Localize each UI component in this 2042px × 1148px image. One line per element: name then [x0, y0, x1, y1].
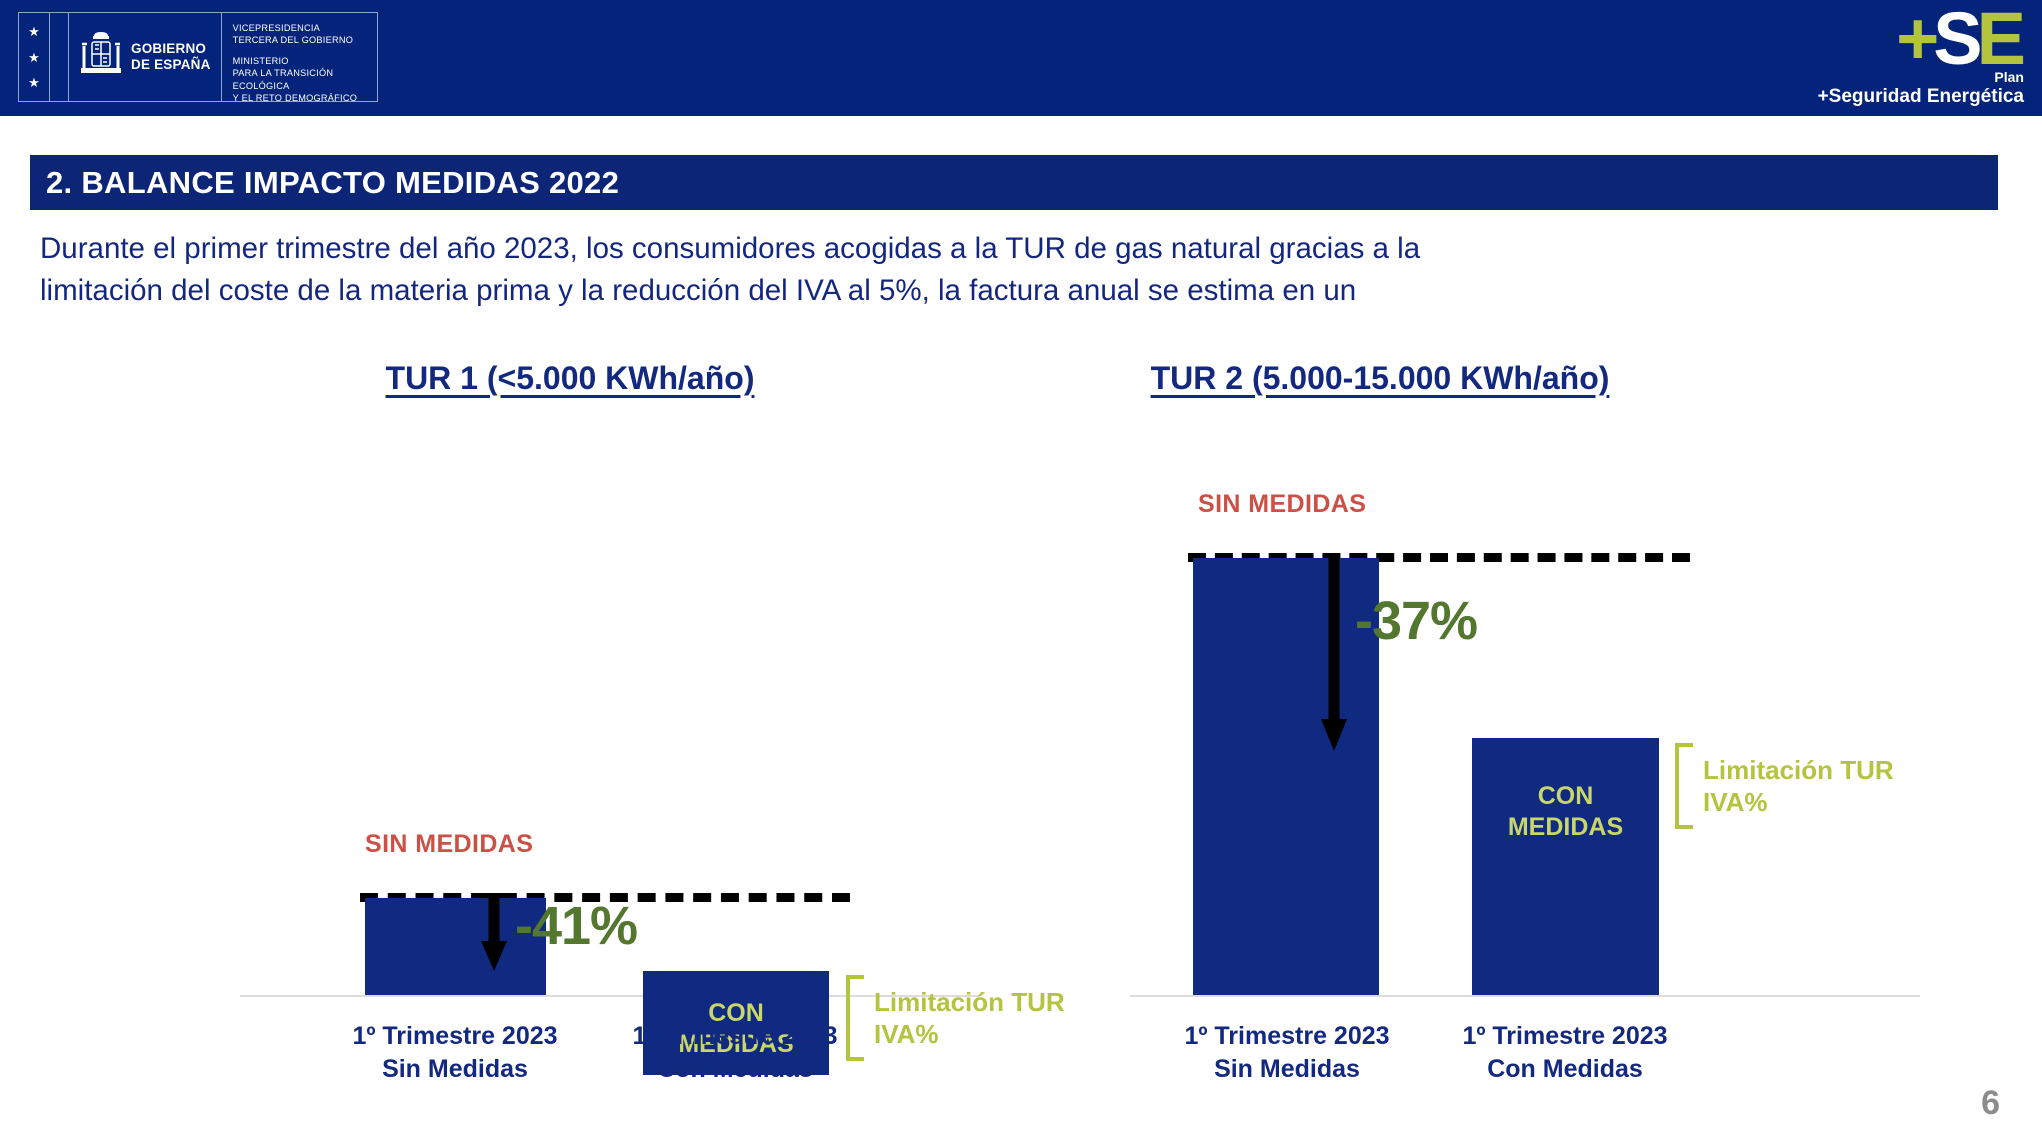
chart-tur-1-xlabel-1: 1º Trimestre 2023 Sin Medidas — [310, 1020, 600, 1085]
chart-tur-1-brace-icon — [846, 975, 864, 1061]
se-monogram-icon: + S E — [1896, 0, 2026, 81]
chart-tur-2-axis — [1130, 995, 1920, 997]
chart-tur-2-brace-icon — [1675, 743, 1693, 829]
chart-tur-2-decrease-arrow — [1320, 553, 1360, 753]
chart-tur-2-plot: SIN MEDIDAS -37% CON MEDIDAS — [1020, 435, 1920, 1100]
intro-line-2: limitación del coste de la materia prima… — [40, 273, 1357, 307]
se-plus-glyph: + — [1896, 0, 1939, 81]
chart-tur-1-xlabel-1-line2: Sin Medidas — [382, 1054, 528, 1083]
chart-tur-2-title: TUR 2 (5.000-15.000 KWh/año) — [1150, 360, 1610, 396]
chart-tur-2-reference-line — [1188, 553, 1690, 562]
chart-tur-1-bar2-inner-label: CON MEDIDAS — [643, 998, 829, 1059]
chart-tur-1-bar2-label-line1: CON — [708, 999, 764, 1027]
chart-tur-1-change-label: -41% — [515, 896, 638, 956]
chart-tur-1-plot: SIN MEDIDAS -41% CON MEDIDAS — [160, 435, 1065, 1100]
ministry-line3: MINISTERIO — [232, 56, 289, 67]
chart-tur-2-limit-line1: Limitación TUR — [1703, 754, 1894, 785]
chart-tur-2: TUR 2 (5.000-15.000 KWh/año) SIN MEDIDAS… — [1020, 360, 1920, 1100]
chart-tur-2-sin-medidas-label: SIN MEDIDAS — [1198, 490, 1367, 518]
chart-tur-2-limit-text: Limitación TUR IVA% — [1703, 754, 1894, 819]
plan-seguridad-energetica-logo: + S E Plan +Seguridad Energética — [1808, 0, 2026, 108]
se-caption-line2: +Seguridad Energética — [1817, 85, 2024, 107]
chart-tur-2-xlabel-2-line2: Con Medidas — [1487, 1054, 1643, 1083]
chart-tur-1-xlabel-1-line1: 1º Trimestre 2023 — [352, 1022, 558, 1050]
chart-tur-2-limit-line2: IVA% — [1703, 787, 1768, 817]
header-band: ★ ★ ★ — [0, 0, 2042, 116]
se-s-glyph: S — [1933, 0, 1982, 81]
chart-tur-1-limit-line1: Limitación TUR — [874, 986, 1065, 1017]
chart-tur-1-title: TUR 1 (<5.000 KWh/año) — [385, 360, 755, 396]
chart-tur-2-limit-note: Limitación TUR IVA% — [1675, 743, 1894, 829]
chart-tur-1-xlabel-2-line2: Con Medidas — [657, 1054, 813, 1083]
se-caption: Plan +Seguridad Energética — [1817, 69, 2024, 107]
crest-and-name: GOBIERNO DE ESPAÑA — [69, 13, 211, 101]
gob-name-line1: GOBIERNO — [131, 41, 207, 57]
chart-tur-1-sin-medidas-label: SIN MEDIDAS — [365, 830, 534, 858]
chart-tur-1-bar-sin-medidas — [365, 898, 546, 995]
chart-tur-1: TUR 1 (<5.000 KWh/año) SIN MEDIDAS -41% — [160, 360, 1065, 1100]
gob-name-line2: DE ESPAÑA — [131, 57, 211, 72]
chart-tur-2-xlabel-2-line1: 1º Trimestre 2023 — [1462, 1022, 1668, 1050]
chart-tur-2-change-label: -37% — [1355, 591, 1478, 651]
chart-tur-2-xlabel-1: 1º Trimestre 2023 Sin Medidas — [1142, 1020, 1432, 1085]
chart-tur-2-bar-sin-medidas — [1193, 558, 1379, 995]
chart-tur-2-xlabel-1-line1: 1º Trimestre 2023 — [1184, 1022, 1390, 1050]
se-e-glyph: E — [1976, 0, 2026, 81]
eu-stars-icon: ★ ★ ★ — [19, 13, 50, 101]
ministry-line2: TERCERA DEL GOBIERNO — [232, 35, 354, 46]
logo-spacer-column — [50, 13, 69, 101]
chart-tur-1-xlabel-2: 1º Trimestre 2023 Con Medidas — [590, 1020, 880, 1085]
logo-divider — [220, 13, 222, 101]
chart-tur-1-xlabel-2-line1: 1º Trimestre 2023 — [632, 1022, 838, 1050]
ministry-line1: VICEPRESIDENCIA — [232, 23, 321, 33]
government-name: GOBIERNO DE ESPAÑA — [131, 41, 211, 73]
spain-coat-of-arms-icon — [78, 28, 124, 86]
chart-tur-1-limit-text: Limitación TUR IVA% — [874, 986, 1065, 1051]
chart-tur-2-bar-con-medidas: CON MEDIDAS — [1472, 738, 1659, 995]
chart-tur-2-bar2-inner-label: CON MEDIDAS — [1472, 781, 1659, 842]
chart-tur-2-bar2-label-line2: MEDIDAS — [1507, 812, 1624, 841]
chart-tur-2-xlabel-2: 1º Trimestre 2023 Con Medidas — [1420, 1020, 1710, 1085]
ministry-line4: PARA LA TRANSICIÓN ECOLÓGICA — [232, 68, 334, 91]
chart-tur-1-bar2-label-line2: MEDIDAS — [678, 1029, 794, 1058]
government-of-spain-logo: ★ ★ ★ — [18, 12, 378, 103]
chart-tur-1-bar-con-medidas: CON MEDIDAS — [643, 971, 829, 1075]
chart-tur-2-bar2-label-line1: CON — [1537, 782, 1594, 810]
chart-tur-1-axis — [240, 995, 980, 997]
page-number: 6 — [1981, 1084, 2000, 1122]
section-title-bar: 2. BALANCE IMPACTO MEDIDAS 2022 — [30, 155, 1998, 210]
chart-tur-1-decrease-arrow — [480, 893, 520, 973]
intro-paragraph: Durante el primer trimestre del año 2023… — [40, 228, 1998, 312]
se-caption-line1: Plan — [1994, 69, 2024, 85]
chart-tur-1-limit-note: Limitación TUR IVA% — [846, 975, 1065, 1061]
chart-tur-1-reference-line — [360, 893, 850, 902]
ministry-block: VICEPRESIDENCIA TERCERA DEL GOBIERNO MIN… — [222, 13, 377, 103]
intro-line-1: Durante el primer trimestre del año 2023… — [40, 232, 1421, 265]
chart-tur-2-xlabel-1-line2: Sin Medidas — [1214, 1054, 1360, 1083]
page-title: 2. BALANCE IMPACTO MEDIDAS 2022 — [46, 164, 620, 200]
chart-tur-1-limit-line2: IVA% — [874, 1019, 939, 1049]
ministry-line5: Y EL RETO DEMOGRÁFICO — [232, 92, 358, 103]
